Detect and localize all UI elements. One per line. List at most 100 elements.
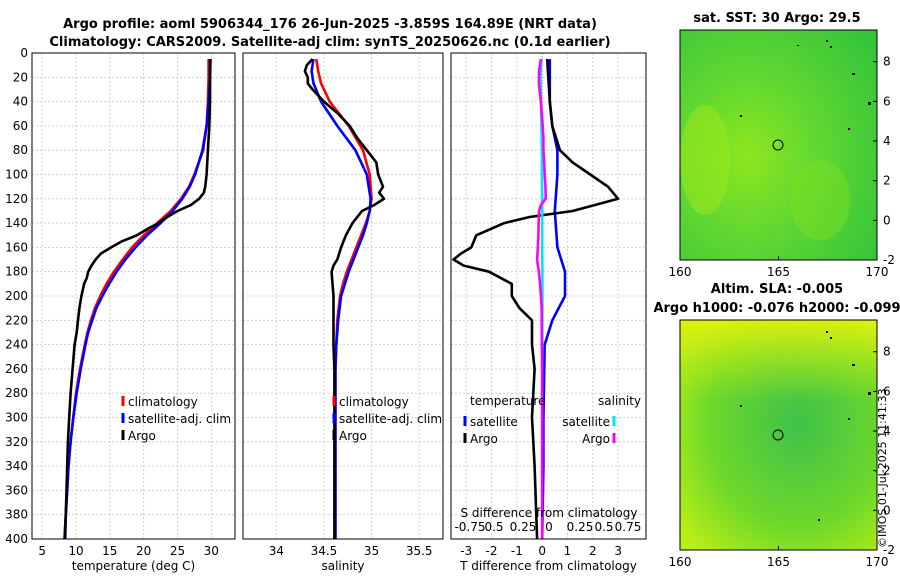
legend-label: satellite-adj. clim <box>128 412 231 426</box>
map-y-tick-label: 6 <box>883 94 891 108</box>
sst-axes: 160 165 170-2 0 2 4 6 8 <box>669 29 895 279</box>
series-line-climatology <box>63 59 210 540</box>
x-tick-label: 10 <box>68 544 83 558</box>
x-tick-label: 2 <box>589 544 597 558</box>
axes-frame <box>31 52 236 540</box>
sla-map-panel: Altim. SLA: -0.005 Argo h1000: -0.076 h2… <box>653 282 900 569</box>
legend-label: Argo <box>582 432 610 446</box>
y-tick-label: 320 <box>5 435 28 449</box>
y-tick-label: 220 <box>5 313 28 327</box>
credit-text: ©IMOS 01-Jul-2025 11:41:33 <box>876 388 889 548</box>
x-tick-label: 34.5 <box>311 544 338 558</box>
x-tick-label: 5 <box>38 544 46 558</box>
x-tick-label: -1 <box>511 544 523 558</box>
y-tick-label: 300 <box>5 411 28 425</box>
series-line-s-argo <box>535 58 548 539</box>
x-tick-label: 34 <box>269 544 284 558</box>
top-axis-label: S difference from climatology <box>461 506 638 520</box>
x-tick-label: 25 <box>170 544 185 558</box>
x-tick-label: 1 <box>564 544 572 558</box>
map-y-tick-label: 8 <box>883 55 891 69</box>
top-tick-label: -0.75 <box>454 520 485 534</box>
map-x-tick-label: 160 <box>669 555 692 569</box>
sst-map-title: sat. SST: 30 Argo: 29.5 <box>693 11 860 26</box>
y-tick-label: 240 <box>5 338 28 352</box>
sla-islands <box>740 331 871 521</box>
y-tick-label: 80 <box>13 143 28 157</box>
y-tick-label: 380 <box>5 508 28 522</box>
sla-axes: 160 165 170-2 0 2 4 6 8 <box>669 319 895 569</box>
main-subtitle: Climatology: CARS2009. Satellite-adj cli… <box>49 35 610 50</box>
map-y-tick-label: -2 <box>883 543 895 557</box>
map-y-tick-label: 2 <box>883 464 891 478</box>
y-tick-label: 360 <box>5 483 28 497</box>
y-tick-label: 40 <box>13 95 28 109</box>
map-y-tick-label: 6 <box>883 384 891 398</box>
axes-frame <box>242 52 444 540</box>
top-tick-label: 0.25 <box>510 520 537 534</box>
map-y-tick-label: 0 <box>883 213 891 227</box>
map-y-tick-label: 2 <box>883 174 891 188</box>
sst-warm-patch <box>680 105 730 215</box>
axes-frame <box>450 52 647 540</box>
legend-label: satellite-adj. clim <box>339 412 442 426</box>
sla-map-subtitle: Argo h1000: -0.076 h2000: -0.099 <box>653 301 900 316</box>
sla-argo-marker <box>772 429 784 441</box>
y-tick-label: 60 <box>13 119 28 133</box>
y-tick-label: 340 <box>5 459 28 473</box>
legend-label: satellite <box>562 415 610 429</box>
x-tick-label: 3 <box>614 544 622 558</box>
series-line-t-argo <box>452 59 620 540</box>
series-line-satellite-adj-clim <box>310 58 372 539</box>
map-y-tick-label: -2 <box>883 253 895 267</box>
map-x-tick-label: 165 <box>767 265 790 279</box>
series-line-satellite-adj-clim <box>63 59 212 540</box>
legend-label: Argo <box>128 429 156 443</box>
x-tick-label: 35 <box>364 544 379 558</box>
temperature-panel: 0 20 40 60 80 100 120 140 160 180 200 220 240 260 280 3… <box>5 46 236 573</box>
top-tick-label: 0.5 <box>594 520 613 534</box>
series-line-argo <box>303 58 386 539</box>
map-y-tick-label: 4 <box>883 134 891 148</box>
sla-map-title: Altim. SLA: -0.005 <box>711 282 843 297</box>
difference-panel: -3 -2 -1 0 1 2 3T difference from climatologyt… <box>450 52 647 573</box>
main-title: Argo profile: aoml 5906344_176 26-Jun-20… <box>63 17 597 32</box>
sst-warm-patch <box>790 160 850 240</box>
legend-label: Argo <box>339 429 367 443</box>
x-axis-label: temperature (deg C) <box>72 559 195 573</box>
x-tick-label: -3 <box>460 544 472 558</box>
series-line-argo <box>63 59 212 540</box>
y-tick-label: 20 <box>13 70 28 84</box>
y-tick-label: 400 <box>5 532 28 546</box>
legend-label: satellite <box>470 415 518 429</box>
map-y-tick-label: 0 <box>883 503 891 517</box>
map-x-tick-label: 160 <box>669 265 692 279</box>
y-tick-label: 180 <box>5 265 28 279</box>
x-tick-label: 20 <box>136 544 151 558</box>
sst-islands <box>740 40 871 130</box>
x-tick-label: 0 <box>538 544 546 558</box>
x-tick-label: 35.5 <box>406 544 433 558</box>
top-tick-label: 0.5 <box>484 520 503 534</box>
y-tick-label: 0 <box>20 46 28 60</box>
legend-label: climatology <box>339 395 409 409</box>
y-tick-label: 200 <box>5 289 28 303</box>
map-x-tick-label: 165 <box>767 555 790 569</box>
salinity-panel: 34 34.5 35 35.5 salinity climatology satellite… <box>242 52 444 573</box>
y-tick-label: 120 <box>5 192 28 206</box>
legend-label: Argo <box>470 432 498 446</box>
x-axis-label: T difference from climatology <box>459 559 637 573</box>
x-tick-label: 15 <box>102 544 117 558</box>
y-tick-label: 160 <box>5 240 28 254</box>
sla-field-overlay <box>680 320 877 550</box>
y-tick-label: 260 <box>5 362 28 376</box>
y-tick-label: 140 <box>5 216 28 230</box>
x-axis-label: salinity <box>321 559 364 573</box>
x-tick-label: -2 <box>486 544 498 558</box>
map-y-tick-label: 4 <box>883 424 891 438</box>
top-tick-label: 0 <box>545 520 553 534</box>
top-tick-label: 0.75 <box>615 520 642 534</box>
legend-title-salinity: salinity <box>598 394 641 408</box>
x-tick-label: 30 <box>204 544 219 558</box>
